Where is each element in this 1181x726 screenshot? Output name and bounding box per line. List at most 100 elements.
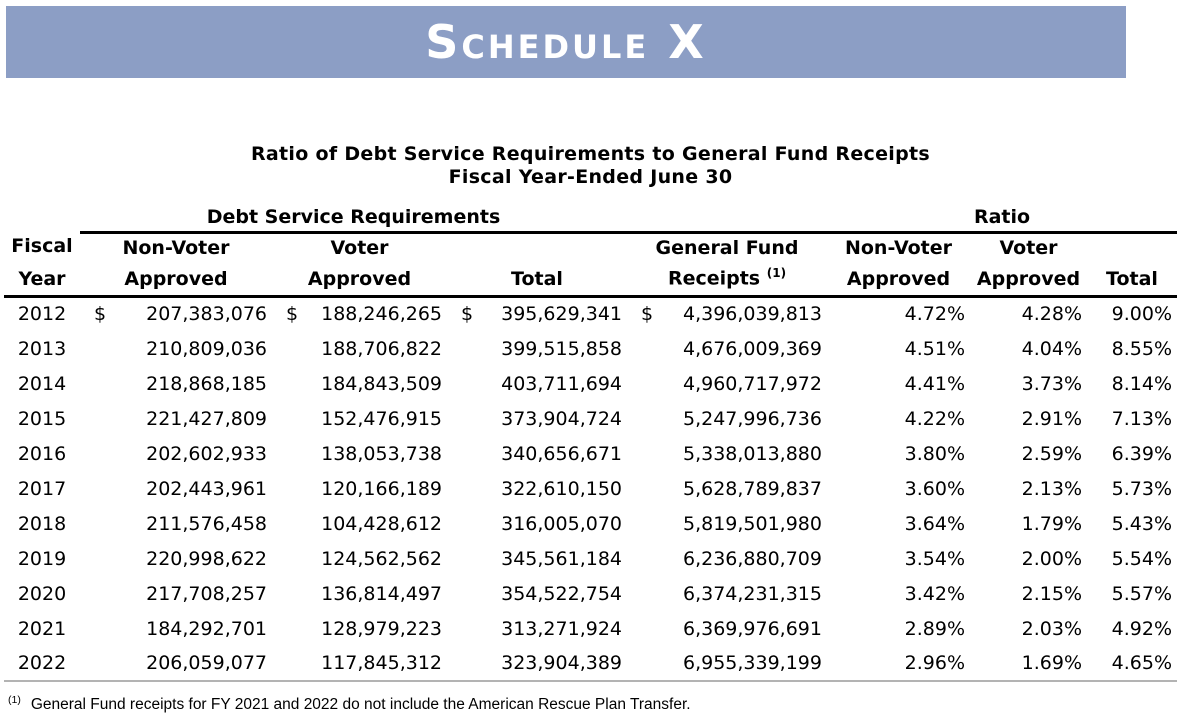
value-cell: 8.55% [1111, 337, 1172, 360]
value-cell: 202,443,961 [146, 477, 267, 500]
value-cell: 5,247,996,736 [682, 407, 822, 430]
value-cell: 211,576,458 [146, 512, 267, 535]
value-cell: 3.60% [904, 477, 965, 500]
value-cell: 2.59% [1021, 442, 1082, 465]
table-row: 2015 221,427,809 152,476,915 373,904,724 5,2… [4, 401, 1177, 436]
value-cell: 2.89% [904, 617, 965, 640]
value-cell: 2.13% [1021, 477, 1082, 500]
banner-title: Schedule X [425, 15, 707, 69]
schedule-title: Ratio of Debt Service Requirements to Ge… [0, 143, 1181, 189]
col-header-voter-approved-debt: Voter Approved [272, 232, 447, 298]
value-cell: 117,845,312 [321, 652, 442, 674]
fiscal-year-cell: 2018 [17, 512, 67, 535]
fiscal-year-cell: 2022 [17, 652, 67, 674]
value-cell: 188,706,822 [321, 337, 442, 360]
amount: 207,383,076 [146, 303, 267, 326]
amount: 188,246,265 [321, 303, 442, 326]
fiscal-year-cell: 2015 [17, 407, 67, 430]
value-cell: 5.43% [1111, 512, 1172, 535]
col-header-total-debt: Total [447, 232, 627, 298]
table-row: 2013 210,809,036 188,706,822 399,515,858 4,6… [4, 331, 1177, 366]
banner: Schedule X [6, 6, 1126, 78]
fiscal-year-cell: 2014 [17, 372, 67, 395]
value-cell: 218,868,185 [146, 372, 267, 395]
value-cell: 2.91% [1021, 407, 1082, 430]
amount: 4,396,039,813 [682, 303, 822, 326]
table-body: 2012 $207,383,076 $188,246,265 $395,629,341… [4, 296, 1177, 681]
value-cell: 3.73% [1021, 372, 1082, 395]
fiscal-year-cell: 2013 [17, 337, 67, 360]
table-row: 2018 211,576,458 104,428,612 316,005,070 5,8… [4, 506, 1177, 541]
fiscal-year-cell: 2021 [17, 617, 67, 640]
footnote-text: General Fund receipts for FY 2021 and 20… [30, 696, 691, 714]
value-cell: 220,998,622 [146, 547, 267, 570]
value-cell: 316,005,070 [501, 512, 622, 535]
value-cell: 322,610,150 [501, 477, 622, 500]
col-header-total-ratio: Total [1087, 232, 1177, 298]
group-header-spacer [4, 200, 80, 232]
table-row: 2017 202,443,961 120,166,189 322,610,150 5,6… [4, 471, 1177, 506]
value-cell: 340,656,671 [501, 442, 622, 465]
fiscal-year-cell: 2016 [17, 442, 67, 465]
footnote-reference: (1) [766, 266, 787, 281]
value-cell: $207,383,076 [80, 296, 272, 331]
value-cell: 4.92% [1111, 617, 1172, 640]
value-cell: 7.13% [1111, 407, 1172, 430]
group-label-debt-service: Debt Service Requirements [80, 200, 627, 234]
value-cell: 6.39% [1111, 442, 1172, 465]
value-cell: 3.54% [904, 547, 965, 570]
value-cell: 136,814,497 [321, 582, 442, 605]
value-cell: 1.69% [1021, 652, 1082, 674]
currency-symbol: $ [286, 303, 299, 326]
value-cell: 5.54% [1111, 547, 1172, 570]
col-header-non-voter-approved-ratio: Non-Voter Approved [827, 232, 970, 298]
table-row: 2022 206,059,077 117,845,312 323,904,389 6,9… [4, 646, 1177, 681]
value-cell: 2.00% [1021, 547, 1082, 570]
value-cell: 345,561,184 [501, 547, 622, 570]
value-cell: 3.42% [904, 582, 965, 605]
value-cell: 202,602,933 [146, 442, 267, 465]
col-header-general-fund-receipts: General Fund Receipts (1) [627, 232, 827, 298]
debt-service-table: Debt Service Requirements Ratio Fiscal Y… [4, 200, 1177, 682]
debt-service-table-wrap: Debt Service Requirements Ratio Fiscal Y… [4, 200, 1177, 682]
value-cell: 4.72% [904, 303, 965, 326]
value-cell: $395,629,341 [447, 296, 627, 331]
value-cell: 206,059,077 [146, 652, 267, 674]
value-cell: 2.03% [1021, 617, 1082, 640]
value-cell: 221,427,809 [146, 407, 267, 430]
column-header-row: Fiscal Year Non-Voter Approved Voter App… [4, 232, 1177, 298]
fiscal-year-cell: 2020 [17, 582, 67, 605]
value-cell: 4.04% [1021, 337, 1082, 360]
value-cell: 210,809,036 [146, 337, 267, 360]
value-cell: 3.64% [904, 512, 965, 535]
value-cell: 4.51% [904, 337, 965, 360]
value-cell: 8.14% [1111, 372, 1172, 395]
table-row: 2019 220,998,622 124,562,562 345,561,184 6,2… [4, 541, 1177, 576]
value-cell: 184,843,509 [321, 372, 442, 395]
value-cell: 313,271,924 [501, 617, 622, 640]
value-cell: 120,166,189 [321, 477, 442, 500]
value-cell: 3.80% [904, 442, 965, 465]
col-header-voter-approved-ratio: Voter Approved [970, 232, 1087, 298]
value-cell: 354,522,754 [501, 582, 622, 605]
value-cell: 6,236,880,709 [682, 547, 822, 570]
table-row: 2021 184,292,701 128,979,223 313,271,924 6,3… [4, 611, 1177, 646]
value-cell: 128,979,223 [321, 617, 442, 640]
value-cell: 6,955,339,199 [682, 652, 822, 674]
value-cell: 403,711,694 [501, 372, 622, 395]
value-cell: 138,053,738 [321, 442, 442, 465]
value-cell: 5,628,789,837 [682, 477, 822, 500]
value-cell: $188,246,265 [272, 296, 447, 331]
footnote-marker: (1) [8, 694, 21, 706]
value-cell: 6,369,976,691 [682, 617, 822, 640]
value-cell: 104,428,612 [321, 512, 442, 535]
table-row: 2014 218,868,185 184,843,509 403,711,694 4,9… [4, 366, 1177, 401]
value-cell: 5,819,501,980 [682, 512, 822, 535]
value-cell: 4,960,717,972 [682, 372, 822, 395]
value-cell: 1.79% [1021, 512, 1082, 535]
value-cell: 217,708,257 [146, 582, 267, 605]
currency-symbol: $ [641, 303, 654, 326]
value-cell: 373,904,724 [501, 407, 622, 430]
fiscal-year-cell: 2019 [17, 547, 67, 570]
